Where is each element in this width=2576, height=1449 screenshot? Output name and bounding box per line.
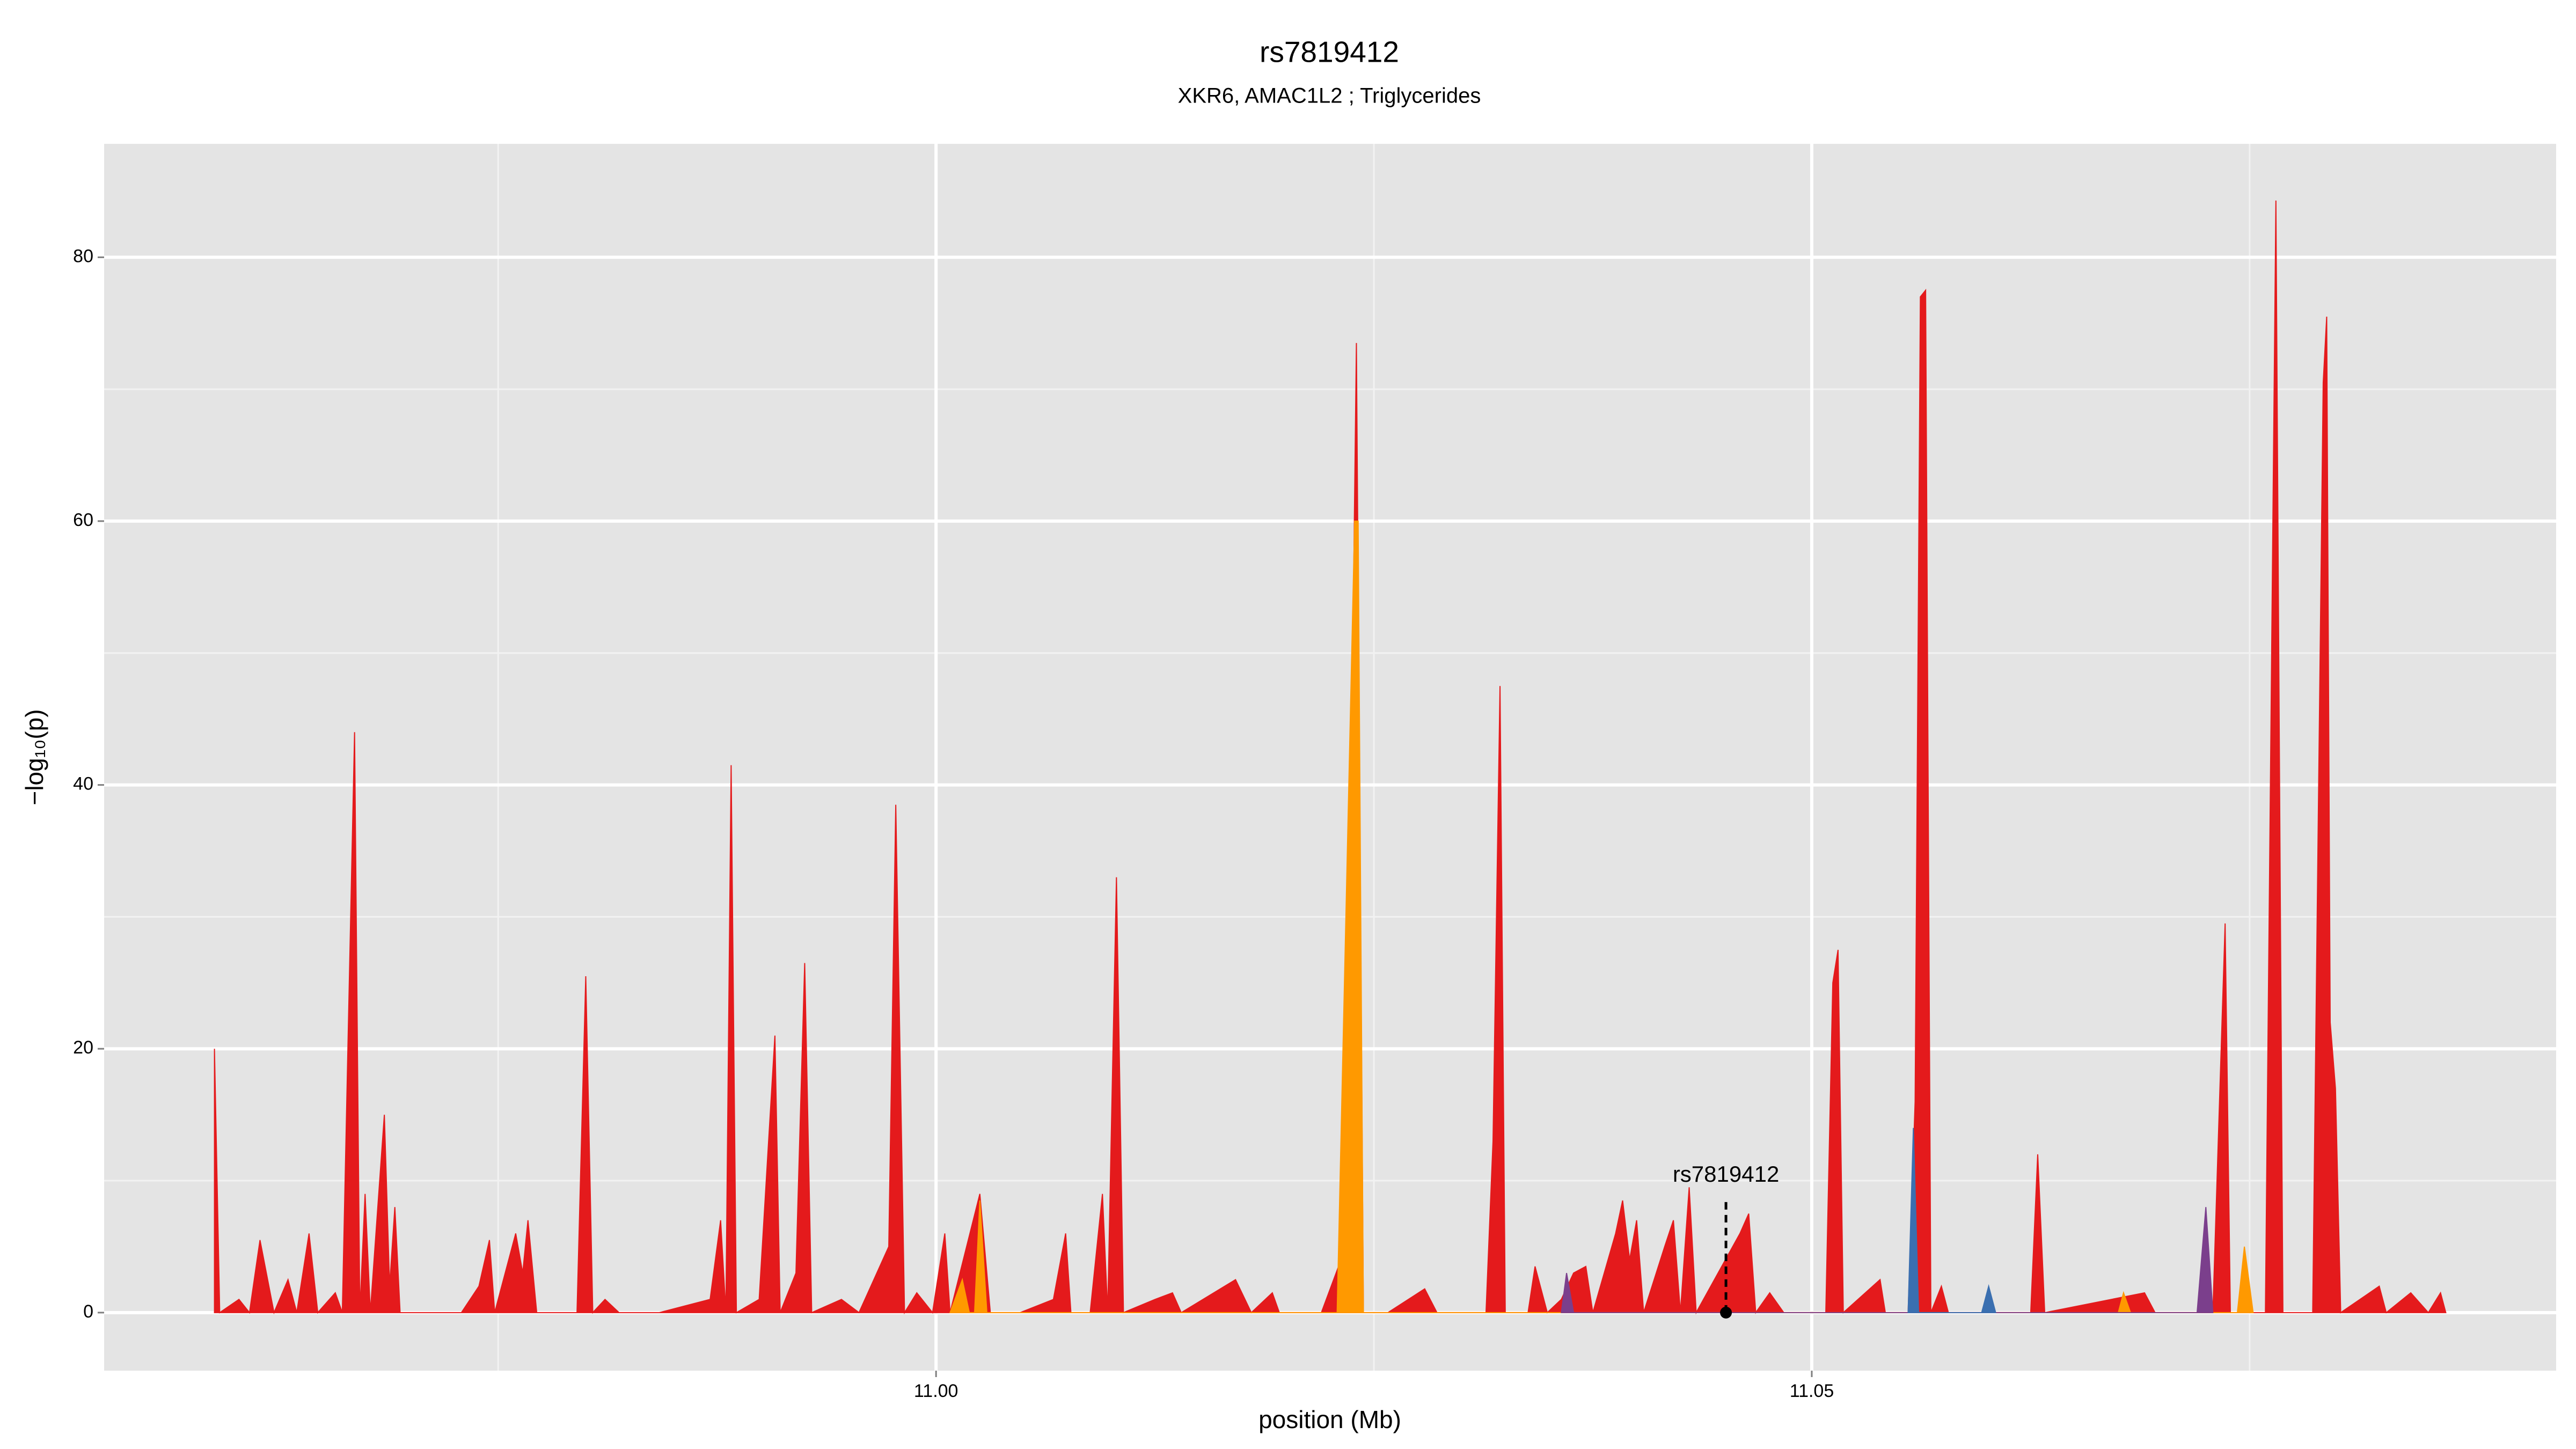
plot-background: [104, 144, 2556, 1371]
y-axis-title: −log₁₀(p): [20, 709, 48, 805]
area: [1561, 1207, 2214, 1313]
y-tick-label: 0: [83, 1301, 93, 1322]
x-axis-title: position (Mb): [1258, 1406, 1401, 1433]
chart-title: rs7819412: [1260, 35, 1399, 69]
area: [949, 521, 2254, 1313]
y-tick-label: 40: [73, 774, 93, 794]
chart-subtitle: XKR6, AMAC1L2 ; Triglycerides: [1178, 84, 1481, 108]
annotation-point: [1720, 1306, 1732, 1319]
y-tick-label: 20: [73, 1037, 93, 1058]
y-tick-label: 80: [73, 246, 93, 266]
area: [1907, 1128, 1996, 1313]
x-tick-label: 11.05: [1790, 1381, 1834, 1401]
annotation-label: rs7819412: [1673, 1161, 1780, 1187]
y-tick-label: 60: [73, 510, 93, 530]
x-tick-label: 11.00: [914, 1381, 958, 1401]
